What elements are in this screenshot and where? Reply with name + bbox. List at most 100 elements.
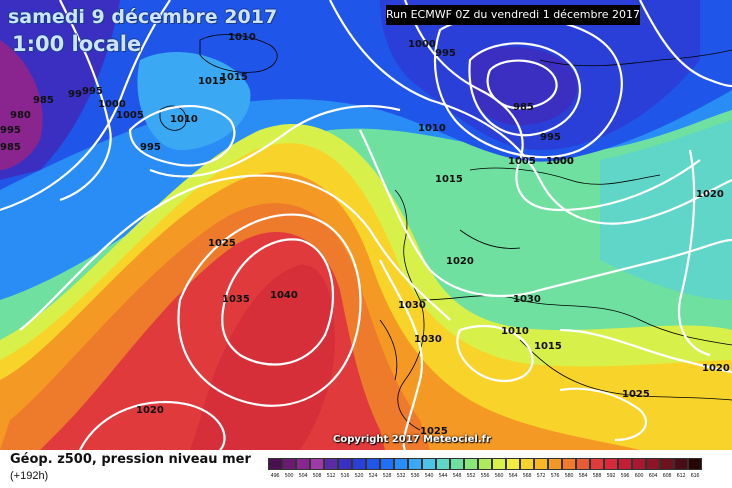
field-low-west-core (0, 40, 43, 170)
isobar-label: 99 (68, 89, 82, 100)
scale-tick-label: 528 (382, 473, 392, 479)
isobar-label: 1020 (702, 363, 730, 374)
scale-cell: 516 (338, 458, 352, 482)
isobar-label: 1035 (222, 294, 250, 305)
scale-cell: 532 (394, 458, 408, 482)
scale-cell: 604 (646, 458, 660, 482)
scale-cell: 520 (352, 458, 366, 482)
isobar-label: 985 (513, 102, 534, 113)
isobar-label: 1030 (398, 300, 426, 311)
scale-cell: 612 (674, 458, 688, 482)
isobar-label: 995 (540, 132, 561, 143)
scale-tick-label: 572 (536, 473, 546, 479)
isobar-label: 1010 (170, 114, 198, 125)
scale-tick-label: 612 (676, 473, 686, 479)
isobar-label: 1025 (420, 426, 448, 437)
scale-tick-label: 616 (690, 473, 700, 479)
scale-tick-label: 596 (620, 473, 630, 479)
scale-swatch (310, 458, 324, 470)
scale-tick-label: 540 (424, 473, 434, 479)
copyright-text: Copyright 2017 Meteociel.fr (333, 434, 491, 445)
scale-swatch (464, 458, 478, 470)
scale-swatch (506, 458, 520, 470)
scale-swatch (492, 458, 506, 470)
scale-cell: 564 (506, 458, 520, 482)
scale-cell: 608 (660, 458, 674, 482)
scale-tick-label: 576 (550, 473, 560, 479)
scale-swatch (422, 458, 436, 470)
scale-tick-label: 544 (438, 473, 448, 479)
isobar-label: 1025 (208, 238, 236, 249)
scale-cell: 504 (296, 458, 310, 482)
scale-tick-label: 524 (368, 473, 378, 479)
isobar-label: 1020 (696, 189, 724, 200)
isobar-label: 995 (82, 86, 103, 97)
isobar-label: 1030 (414, 334, 442, 345)
isobar-label: 1005 (508, 156, 536, 167)
scale-cell: 568 (520, 458, 534, 482)
scale-cell: 588 (590, 458, 604, 482)
scale-tick-label: 592 (606, 473, 616, 479)
isobar-label: 995 (435, 48, 456, 59)
geopotential-field: 980 985 99 995 1000 1005 985 995 1010 10… (0, 0, 732, 450)
scale-cell: 524 (366, 458, 380, 482)
local-time-label: 1:00 locale (12, 32, 142, 56)
field-core-high (190, 264, 335, 450)
scale-tick-label: 532 (396, 473, 406, 479)
scale-tick-label: 516 (340, 473, 350, 479)
coastlines (159, 34, 732, 431)
scale-cell: 500 (282, 458, 296, 482)
scale-cell: 536 (408, 458, 422, 482)
scale-swatch (366, 458, 380, 470)
scale-tick-label: 588 (592, 473, 602, 479)
lead-time-label: (+192h) (10, 470, 49, 482)
scale-swatch (338, 458, 352, 470)
isobar-label: 1010 (228, 32, 256, 43)
isobar-label: 980 (10, 110, 31, 121)
isobar-labels: 980 985 99 995 1000 1005 985 995 1010 10… (0, 32, 730, 437)
scale-swatch (562, 458, 576, 470)
scale-cell: 616 (688, 458, 702, 482)
legend-footer: Géop. z500, pression niveau mer (+192h) … (0, 450, 732, 488)
scale-tick-label: 568 (522, 473, 532, 479)
forecast-map: 980 985 99 995 1000 1005 985 995 1010 10… (0, 0, 732, 450)
scale-swatch (380, 458, 394, 470)
scale-swatch (548, 458, 562, 470)
field-band-red (40, 232, 385, 450)
scale-tick-label: 500 (284, 473, 294, 479)
isobar-label: 1020 (446, 256, 474, 267)
field-iceland-band (137, 51, 251, 150)
isobar-label: 1000 (408, 39, 436, 50)
scale-swatch (324, 458, 338, 470)
color-scale: 496 500 504 508 512 516 520 524 528 532 536 540 544 5… (268, 458, 702, 482)
scale-tick-label: 504 (298, 473, 308, 479)
forecast-date-title: samedi 9 décembre 2017 (8, 6, 278, 28)
isobar-label: 1040 (270, 290, 298, 301)
isobar-label: 1030 (513, 294, 541, 305)
scale-cell: 596 (618, 458, 632, 482)
isobar-label: 985 (0, 142, 21, 153)
scale-cell: 552 (464, 458, 478, 482)
scale-tick-label: 536 (410, 473, 420, 479)
parameter-label: Géop. z500, pression niveau mer (10, 452, 251, 467)
scale-cell: 512 (324, 458, 338, 482)
scale-cell: 580 (562, 458, 576, 482)
isobar-label: 1025 (622, 389, 650, 400)
scale-cell: 556 (478, 458, 492, 482)
scale-tick-label: 564 (508, 473, 518, 479)
scale-tick-label: 604 (648, 473, 658, 479)
scale-swatch (478, 458, 492, 470)
scale-cell: 508 (310, 458, 324, 482)
scale-tick-label: 552 (466, 473, 476, 479)
scale-tick-label: 548 (452, 473, 462, 479)
scale-swatch (604, 458, 618, 470)
scale-tick-label: 520 (354, 473, 364, 479)
isobar-label: 1000 (546, 156, 574, 167)
scale-swatch (632, 458, 646, 470)
isobar-label: 1000 (98, 99, 126, 110)
scale-swatch (296, 458, 310, 470)
scale-swatch (618, 458, 632, 470)
scale-swatch (576, 458, 590, 470)
scale-swatch (534, 458, 548, 470)
scale-swatch (450, 458, 464, 470)
